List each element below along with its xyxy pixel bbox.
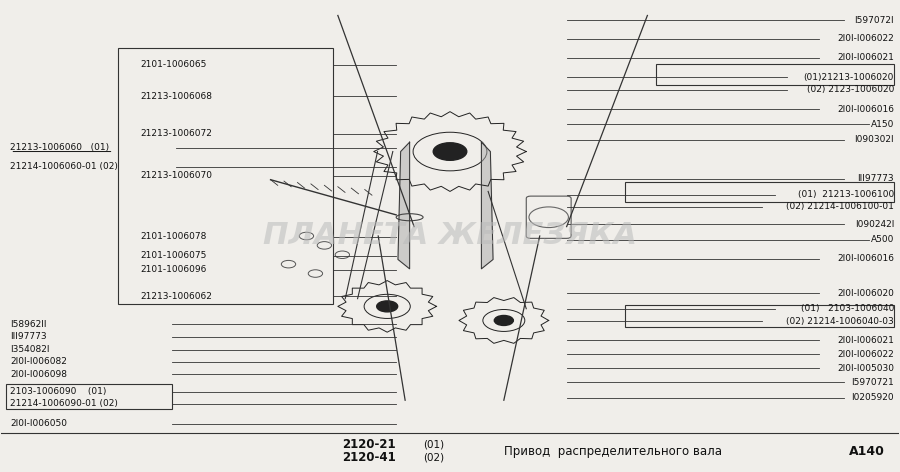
Text: A500: A500 [871, 235, 894, 244]
Text: (02) 2123-1006020: (02) 2123-1006020 [806, 85, 894, 94]
Text: 2103-1006090    (01): 2103-1006090 (01) [11, 388, 107, 396]
Text: III97773: III97773 [858, 174, 894, 183]
Text: 21213-1006070: 21213-1006070 [140, 171, 212, 180]
Text: 21214-1006060-01 (02): 21214-1006060-01 (02) [11, 162, 118, 171]
Text: (02) 21214-1006100-01: (02) 21214-1006100-01 [787, 202, 894, 211]
Polygon shape [482, 142, 493, 269]
Text: 2I0I-I006016: 2I0I-I006016 [837, 254, 894, 263]
Text: ПЛАНЕТА ЖЕЛЕЗЯКА: ПЛАНЕТА ЖЕЛЕЗЯКА [263, 221, 637, 251]
Text: I354082I: I354082I [11, 345, 50, 354]
Text: 21213-1006062: 21213-1006062 [140, 292, 212, 301]
Text: 21214-1006090-01 (02): 21214-1006090-01 (02) [11, 399, 118, 408]
Circle shape [433, 143, 467, 160]
Circle shape [377, 301, 398, 312]
Text: 2I0I-I005030: 2I0I-I005030 [837, 364, 894, 373]
Text: I090302I: I090302I [854, 135, 894, 144]
Text: 21213-1006072: 21213-1006072 [140, 129, 212, 138]
Text: A140: A140 [850, 446, 886, 458]
Text: 2I0I-I006021: 2I0I-I006021 [837, 53, 894, 62]
Text: I597072I: I597072I [854, 16, 894, 25]
Circle shape [494, 315, 513, 326]
Text: 2I0I-I006022: 2I0I-I006022 [837, 34, 894, 43]
Text: 2101-1006096: 2101-1006096 [140, 265, 207, 274]
Text: I0205920: I0205920 [851, 393, 894, 403]
Text: 2I0I-I006021: 2I0I-I006021 [837, 336, 894, 345]
Text: 2101-1006078: 2101-1006078 [140, 232, 207, 242]
Text: 2120-41: 2120-41 [342, 451, 396, 464]
Text: I58962II: I58962II [11, 320, 47, 329]
Text: 2120-21: 2120-21 [342, 438, 396, 451]
Text: 2I0I-I006020: 2I0I-I006020 [837, 289, 894, 298]
Text: 2101-1006075: 2101-1006075 [140, 251, 207, 260]
Text: 2I0I-I006098: 2I0I-I006098 [11, 370, 68, 379]
Text: 2I0I-I006082: 2I0I-I006082 [11, 357, 68, 366]
Polygon shape [398, 142, 410, 269]
Text: A150: A150 [871, 120, 894, 129]
Text: 21213-1006060   (01): 21213-1006060 (01) [11, 143, 110, 152]
Text: (01)   2103-1006040: (01) 2103-1006040 [801, 304, 894, 313]
Text: (02): (02) [423, 453, 445, 463]
Text: (01)21213-1006020: (01)21213-1006020 [804, 73, 894, 82]
Text: I090242I: I090242I [855, 220, 894, 229]
Text: 2I0I-I006022: 2I0I-I006022 [837, 350, 894, 359]
Text: 2I0I-I006050: 2I0I-I006050 [11, 419, 68, 428]
Text: Привод  распределительного вала: Привод распределительного вала [504, 446, 722, 458]
Text: I5970721: I5970721 [851, 378, 894, 387]
Text: (01): (01) [423, 440, 445, 450]
Text: 21213-1006068: 21213-1006068 [140, 92, 212, 101]
Text: 2I0I-I006016: 2I0I-I006016 [837, 105, 894, 114]
Text: III97773: III97773 [11, 332, 47, 341]
Text: (02) 21214-1006040-03: (02) 21214-1006040-03 [787, 317, 894, 326]
Text: (01)  21213-1006100: (01) 21213-1006100 [798, 190, 894, 199]
Text: 2101-1006065: 2101-1006065 [140, 60, 207, 69]
